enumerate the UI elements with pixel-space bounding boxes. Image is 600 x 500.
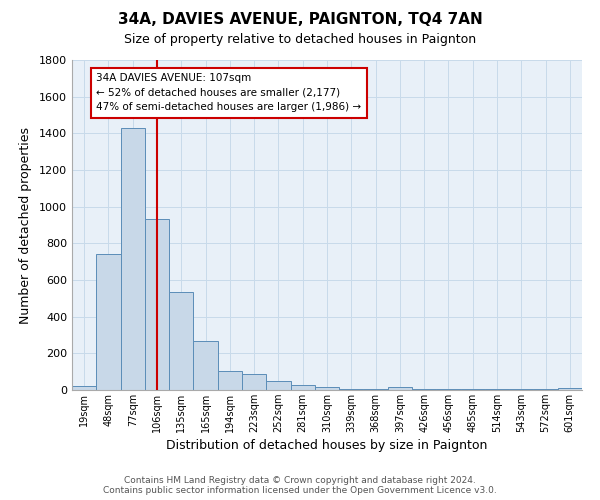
Bar [558, 388, 582, 390]
Bar [193, 342, 218, 390]
Bar [96, 254, 121, 390]
Bar [290, 385, 315, 390]
Text: 34A DAVIES AVENUE: 107sqm
← 52% of detached houses are smaller (2,177)
47% of se: 34A DAVIES AVENUE: 107sqm ← 52% of detac… [96, 73, 361, 112]
Bar [315, 387, 339, 390]
Bar [218, 371, 242, 390]
Bar [121, 128, 145, 390]
Bar [145, 218, 169, 390]
Bar [72, 386, 96, 390]
Bar [339, 388, 364, 390]
Bar [169, 292, 193, 390]
X-axis label: Distribution of detached houses by size in Paignton: Distribution of detached houses by size … [166, 439, 488, 452]
Bar [242, 374, 266, 390]
Y-axis label: Number of detached properties: Number of detached properties [19, 126, 32, 324]
Text: 34A, DAVIES AVENUE, PAIGNTON, TQ4 7AN: 34A, DAVIES AVENUE, PAIGNTON, TQ4 7AN [118, 12, 482, 28]
Bar [266, 382, 290, 390]
Text: Contains HM Land Registry data © Crown copyright and database right 2024.
Contai: Contains HM Land Registry data © Crown c… [103, 476, 497, 495]
Text: Size of property relative to detached houses in Paignton: Size of property relative to detached ho… [124, 32, 476, 46]
Bar [388, 387, 412, 390]
